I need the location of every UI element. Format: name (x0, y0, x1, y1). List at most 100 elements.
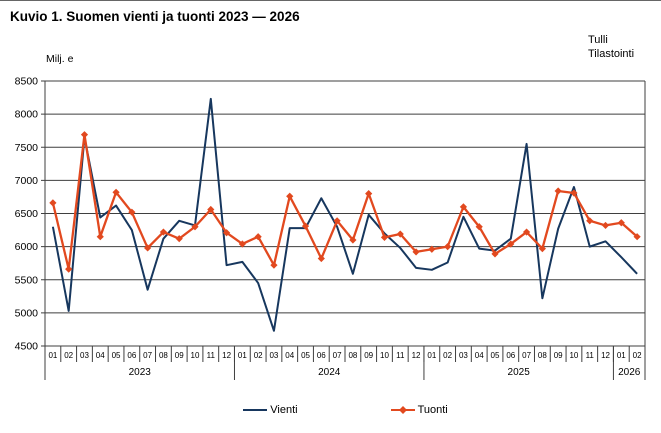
month-label: 07 (522, 351, 531, 360)
legend-label-tuonti: Tuonti (417, 404, 448, 416)
month-label: 06 (506, 351, 515, 360)
year-label: 2025 (508, 367, 531, 378)
y-axis-unit-label: Milj. e (46, 53, 74, 65)
month-label: 02 (443, 351, 452, 360)
tuonti-marker (128, 208, 136, 216)
month-label: 06 (127, 351, 136, 360)
tuonti-line (51, 133, 638, 271)
tuonti-line-swatch (390, 406, 415, 414)
year-label: 2023 (129, 367, 152, 378)
source-line-2: Tilastointi (588, 48, 635, 60)
tuonti-marker (207, 205, 215, 214)
month-label: 03 (269, 351, 278, 360)
month-label: 04 (475, 351, 484, 360)
tuonti-marker (65, 265, 73, 273)
month-label: 04 (285, 351, 294, 360)
chart-title: Kuvio 1. Suomen vienti ja tuonti 2023 — … (10, 9, 300, 24)
tuonti-marker (380, 233, 389, 241)
tuonti-marker (191, 223, 199, 231)
month-label: 03 (80, 351, 89, 360)
year-label: 2026 (618, 367, 641, 378)
month-label: 10 (380, 351, 389, 360)
tuonti-marker (633, 233, 641, 241)
tuonti-marker (144, 244, 152, 252)
tuonti-marker (412, 248, 420, 256)
tuonti-marker (96, 233, 104, 241)
month-label: 07 (333, 351, 342, 360)
tuonti-marker (601, 221, 610, 230)
tuonti-marker (444, 243, 452, 251)
month-label: 11 (207, 351, 216, 360)
month-label: 11 (396, 351, 405, 360)
y-tick-label: 6000 (15, 241, 39, 253)
tuonti-marker (459, 203, 468, 211)
y-tick-label: 7000 (15, 175, 39, 187)
source-label: Tulli Tilastointi (588, 33, 634, 61)
month-label: 01 (427, 351, 436, 360)
month-label: 11 (586, 351, 595, 360)
month-label: 09 (364, 351, 373, 360)
month-label: 02 (64, 351, 73, 360)
month-label: 06 (317, 351, 326, 360)
tuonti-marker (428, 245, 436, 253)
month-label: 05 (301, 351, 310, 360)
tuonti-marker (554, 187, 562, 195)
month-label: 02 (633, 351, 642, 360)
tuonti-marker (570, 189, 578, 197)
tuonti-marker (254, 233, 262, 241)
month-label: 09 (175, 351, 184, 360)
month-label: 01 (238, 351, 247, 360)
tuonti-marker (270, 261, 278, 269)
month-label: 12 (222, 351, 231, 360)
month-label: 01 (617, 351, 626, 360)
legend-entry-vienti: Vienti (242, 404, 298, 416)
tuonti-marker (475, 223, 483, 231)
y-tick-label: 5500 (15, 274, 39, 286)
tuonti-marker (586, 217, 594, 225)
month-label: 05 (112, 351, 121, 360)
tuonti-marker (222, 229, 231, 237)
tuonti-marker (286, 192, 294, 200)
y-tick-label: 4500 (15, 341, 39, 353)
month-label: 08 (348, 351, 357, 360)
month-label: 01 (48, 351, 57, 360)
legend-entry-tuonti: Tuonti (390, 404, 448, 416)
y-tick-label: 7500 (15, 142, 39, 154)
vienti-line-swatch (243, 409, 268, 411)
month-label: 10 (191, 351, 200, 360)
tuonti-marker (507, 240, 515, 248)
tuonti-marker (317, 254, 325, 263)
y-tick-label: 8000 (15, 109, 39, 121)
tuonti-marker (175, 235, 183, 243)
y-tick-label: 8500 (15, 76, 39, 88)
chart-legend: Vienti Tuonti (45, 400, 645, 420)
month-label: 03 (459, 351, 468, 360)
source-line-1: Tulli (588, 34, 608, 46)
month-label: 09 (554, 351, 563, 360)
tuonti-marker (333, 217, 341, 225)
tuonti-marker (617, 219, 625, 227)
legend-label-vienti: Vienti (270, 404, 298, 416)
vienti-line (51, 97, 638, 332)
month-label: 12 (412, 351, 421, 360)
month-label: 05 (491, 351, 500, 360)
month-label: 12 (601, 351, 610, 360)
month-label: 07 (143, 351, 152, 360)
y-tick-label: 5000 (15, 307, 39, 319)
tuonti-marker (396, 230, 404, 238)
tuonti-marker (301, 222, 310, 230)
tuonti-marker (349, 236, 357, 244)
tuonti-marker (49, 199, 57, 207)
month-label: 08 (159, 351, 168, 360)
tuonti-marker (522, 228, 531, 236)
tuonti-marker (491, 250, 499, 258)
month-label: 04 (96, 351, 105, 360)
tuonti-marker (80, 131, 89, 139)
month-label: 10 (569, 351, 578, 360)
tuonti-marker (238, 240, 246, 248)
month-label: 08 (538, 351, 547, 360)
tuonti-marker (112, 188, 120, 196)
tuonti-marker (538, 245, 546, 253)
tuonti-marker (159, 228, 168, 236)
